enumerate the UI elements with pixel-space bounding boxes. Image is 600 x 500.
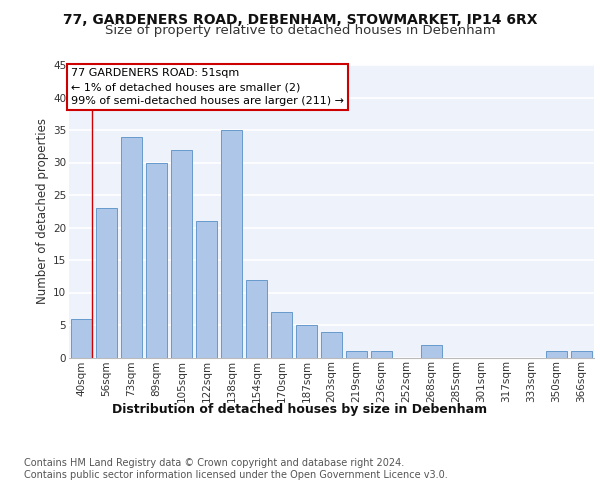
- Bar: [171, 150, 192, 358]
- Bar: [421, 344, 442, 358]
- Bar: [296, 325, 317, 358]
- Bar: [271, 312, 292, 358]
- Text: Distribution of detached houses by size in Debenham: Distribution of detached houses by size …: [112, 402, 488, 415]
- Bar: [546, 351, 567, 358]
- Text: Size of property relative to detached houses in Debenham: Size of property relative to detached ho…: [104, 24, 496, 37]
- Bar: [571, 351, 592, 358]
- Y-axis label: Number of detached properties: Number of detached properties: [36, 118, 49, 304]
- Bar: [121, 136, 142, 358]
- Bar: [321, 332, 342, 357]
- Text: 77 GARDENERS ROAD: 51sqm
← 1% of detached houses are smaller (2)
99% of semi-det: 77 GARDENERS ROAD: 51sqm ← 1% of detache…: [71, 68, 344, 106]
- Bar: [246, 280, 267, 357]
- Bar: [71, 318, 92, 358]
- Text: Contains public sector information licensed under the Open Government Licence v3: Contains public sector information licen…: [24, 470, 448, 480]
- Bar: [221, 130, 242, 358]
- Bar: [346, 351, 367, 358]
- Bar: [196, 221, 217, 358]
- Bar: [96, 208, 117, 358]
- Text: 77, GARDENERS ROAD, DEBENHAM, STOWMARKET, IP14 6RX: 77, GARDENERS ROAD, DEBENHAM, STOWMARKET…: [63, 12, 537, 26]
- Bar: [371, 351, 392, 358]
- Bar: [146, 162, 167, 358]
- Text: Contains HM Land Registry data © Crown copyright and database right 2024.: Contains HM Land Registry data © Crown c…: [24, 458, 404, 468]
